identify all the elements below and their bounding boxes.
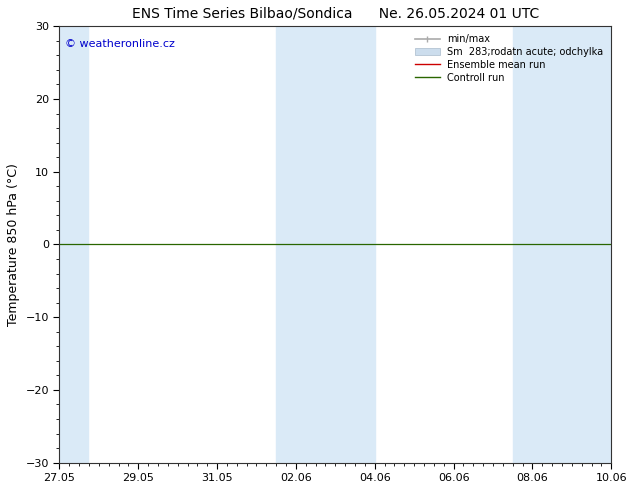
Bar xyxy=(513,26,611,463)
Title: ENS Time Series Bilbao/Sondica      Ne. 26.05.2024 01 UTC: ENS Time Series Bilbao/Sondica Ne. 26.05… xyxy=(132,7,539,21)
Bar xyxy=(276,26,375,463)
Y-axis label: Temperature 850 hPa (°C): Temperature 850 hPa (°C) xyxy=(7,163,20,326)
Text: © weatheronline.cz: © weatheronline.cz xyxy=(65,39,175,49)
Legend: min/max, Sm  283;rodatn acute; odchylka, Ensemble mean run, Controll run: min/max, Sm 283;rodatn acute; odchylka, … xyxy=(412,31,606,86)
Bar xyxy=(60,26,87,463)
